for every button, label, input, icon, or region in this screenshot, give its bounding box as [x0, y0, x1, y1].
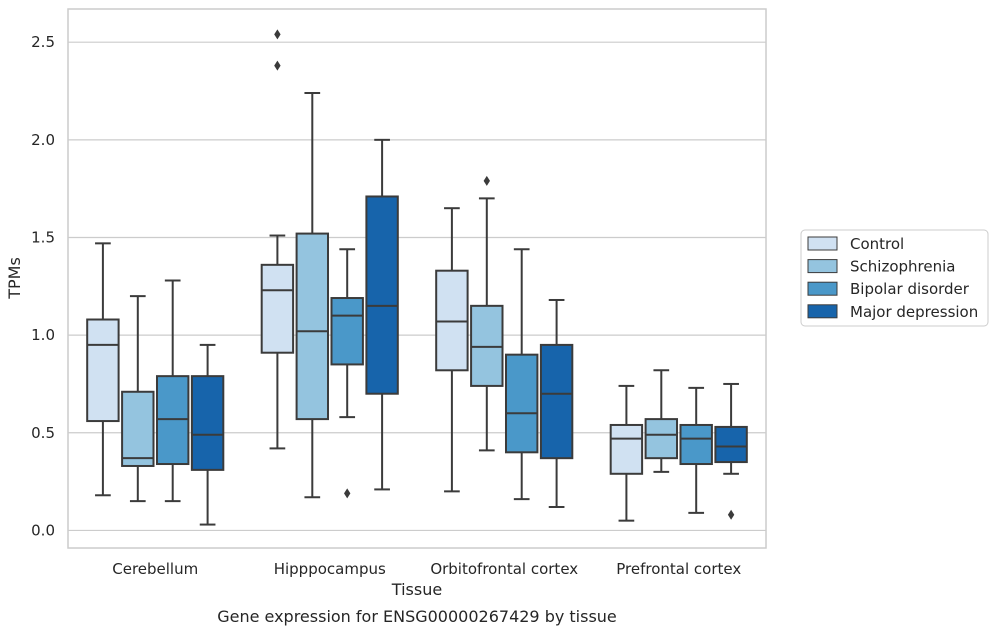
legend-frame: [800, 229, 989, 327]
legend: Control Schizophrenia Bipolar disorder Majo…: [800, 229, 989, 327]
y-axis-label: TPMs: [5, 257, 24, 300]
box-group: [86, 242, 120, 497]
y-tick-label: 0.5: [31, 424, 55, 442]
box-iqr: [295, 232, 330, 421]
y-tick-label: 2.5: [31, 33, 55, 51]
box-group: [295, 91, 330, 499]
x-tick-label: Prefrontal cortex: [616, 560, 741, 578]
box-group: [365, 138, 399, 491]
box-iqr: [330, 297, 364, 366]
box-group: [121, 295, 155, 503]
box-group: [190, 343, 225, 526]
box-group: [435, 207, 469, 493]
box-group: [539, 298, 574, 508]
figure-caption: Gene expression for ENSG00000267429 by t…: [217, 607, 617, 626]
box-iqr: [365, 195, 399, 395]
legend-swatch: [807, 259, 838, 274]
legend-label: Control: [850, 235, 904, 253]
x-tick-label: Cerebellum: [112, 560, 198, 578]
box-group: [714, 382, 748, 520]
box-iqr: [714, 425, 748, 464]
outlier-point: [274, 60, 281, 71]
legend-label: Schizophrenia: [850, 258, 955, 276]
box-group: [330, 248, 364, 499]
box-iqr: [539, 343, 574, 460]
y-tick-label: 1.5: [31, 228, 55, 246]
legend-swatch: [807, 304, 838, 319]
x-tick-label: Hipppocampus: [274, 560, 386, 578]
outlier-point: [274, 29, 281, 40]
x-axis-label: Tissue: [391, 580, 442, 599]
box-group: [155, 279, 190, 503]
y-tick-label: 0.0: [31, 521, 55, 539]
legend-swatch: [807, 281, 838, 296]
y-axis-ticks: 0.0 0.5 1.0 1.5 2.0 2.5: [31, 33, 55, 539]
y-tick-label: 2.0: [31, 131, 55, 149]
box-iqr: [504, 353, 539, 454]
box-iqr: [644, 418, 679, 460]
y-tick-label: 1.0: [31, 326, 55, 344]
x-tick-label: Orbitofrontal cortex: [430, 560, 578, 578]
box-iqr: [679, 423, 713, 466]
box-iqr: [609, 423, 644, 475]
outlier-point: [483, 175, 490, 186]
box-group: [260, 29, 295, 450]
box-iqr: [260, 263, 295, 354]
box-group: [679, 386, 713, 514]
box-group: [470, 175, 504, 452]
legend-label: Major depression: [850, 303, 978, 321]
boxes: [86, 29, 748, 526]
x-axis-ticks: Cerebellum Hipppocampus Orbitofrontal cort…: [112, 560, 741, 578]
box-iqr: [121, 390, 155, 467]
outlier-point: [344, 488, 351, 499]
box-group: [504, 248, 539, 501]
legend-label: Bipolar disorder: [850, 280, 970, 298]
box-iqr: [86, 318, 120, 423]
box-group: [609, 384, 644, 522]
plot-area-frame: [67, 8, 767, 549]
box-iqr: [190, 375, 225, 471]
box-group: [644, 369, 679, 473]
legend-swatch: [807, 236, 838, 251]
outlier-point: [727, 509, 735, 520]
